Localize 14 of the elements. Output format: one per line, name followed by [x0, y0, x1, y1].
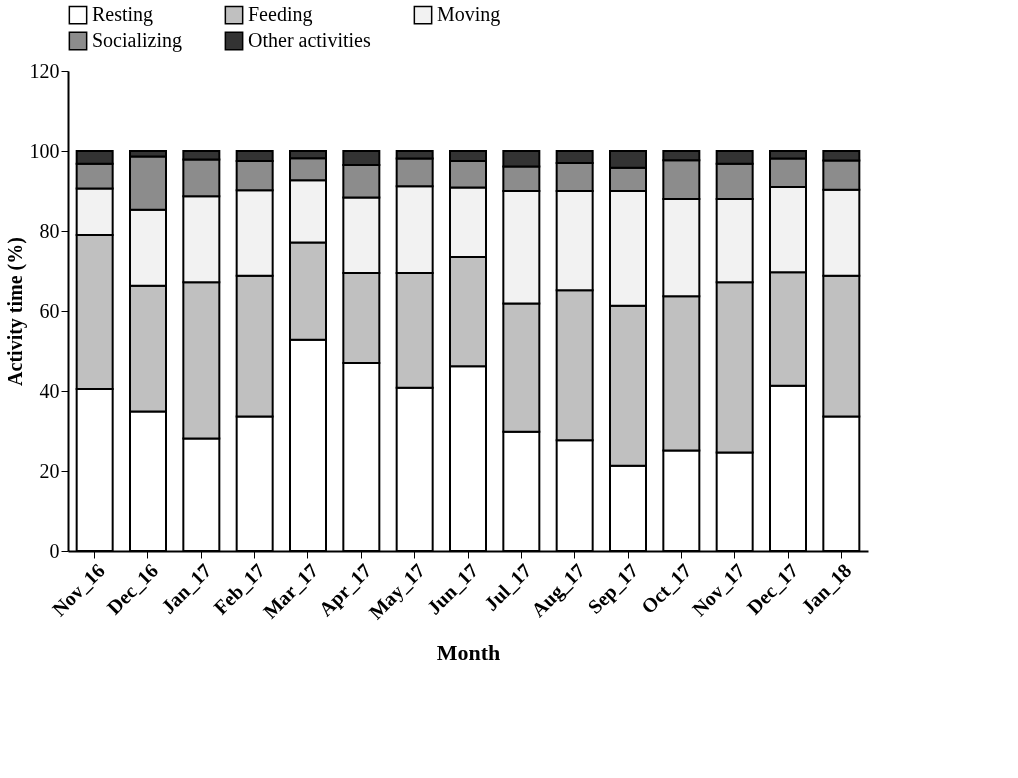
legend-label: Socializing — [92, 29, 182, 52]
legend-label: Other activities — [248, 29, 371, 51]
legend-label: Moving — [437, 3, 501, 27]
y-tick-label: 120 — [29, 59, 60, 82]
legend-label: Feeding — [248, 3, 313, 27]
y-tick-label: 100 — [29, 139, 60, 162]
y-axis-title: Activity time (%) — [3, 237, 27, 386]
y-tick-label: 60 — [39, 299, 60, 322]
legend-label: Resting — [92, 3, 154, 27]
y-tick-label: 20 — [39, 459, 60, 482]
y-tick-label: 40 — [39, 379, 60, 402]
y-tick-label: 0 — [49, 539, 60, 562]
x-axis-title: Month — [436, 640, 501, 666]
y-tick-label: 80 — [39, 219, 60, 242]
